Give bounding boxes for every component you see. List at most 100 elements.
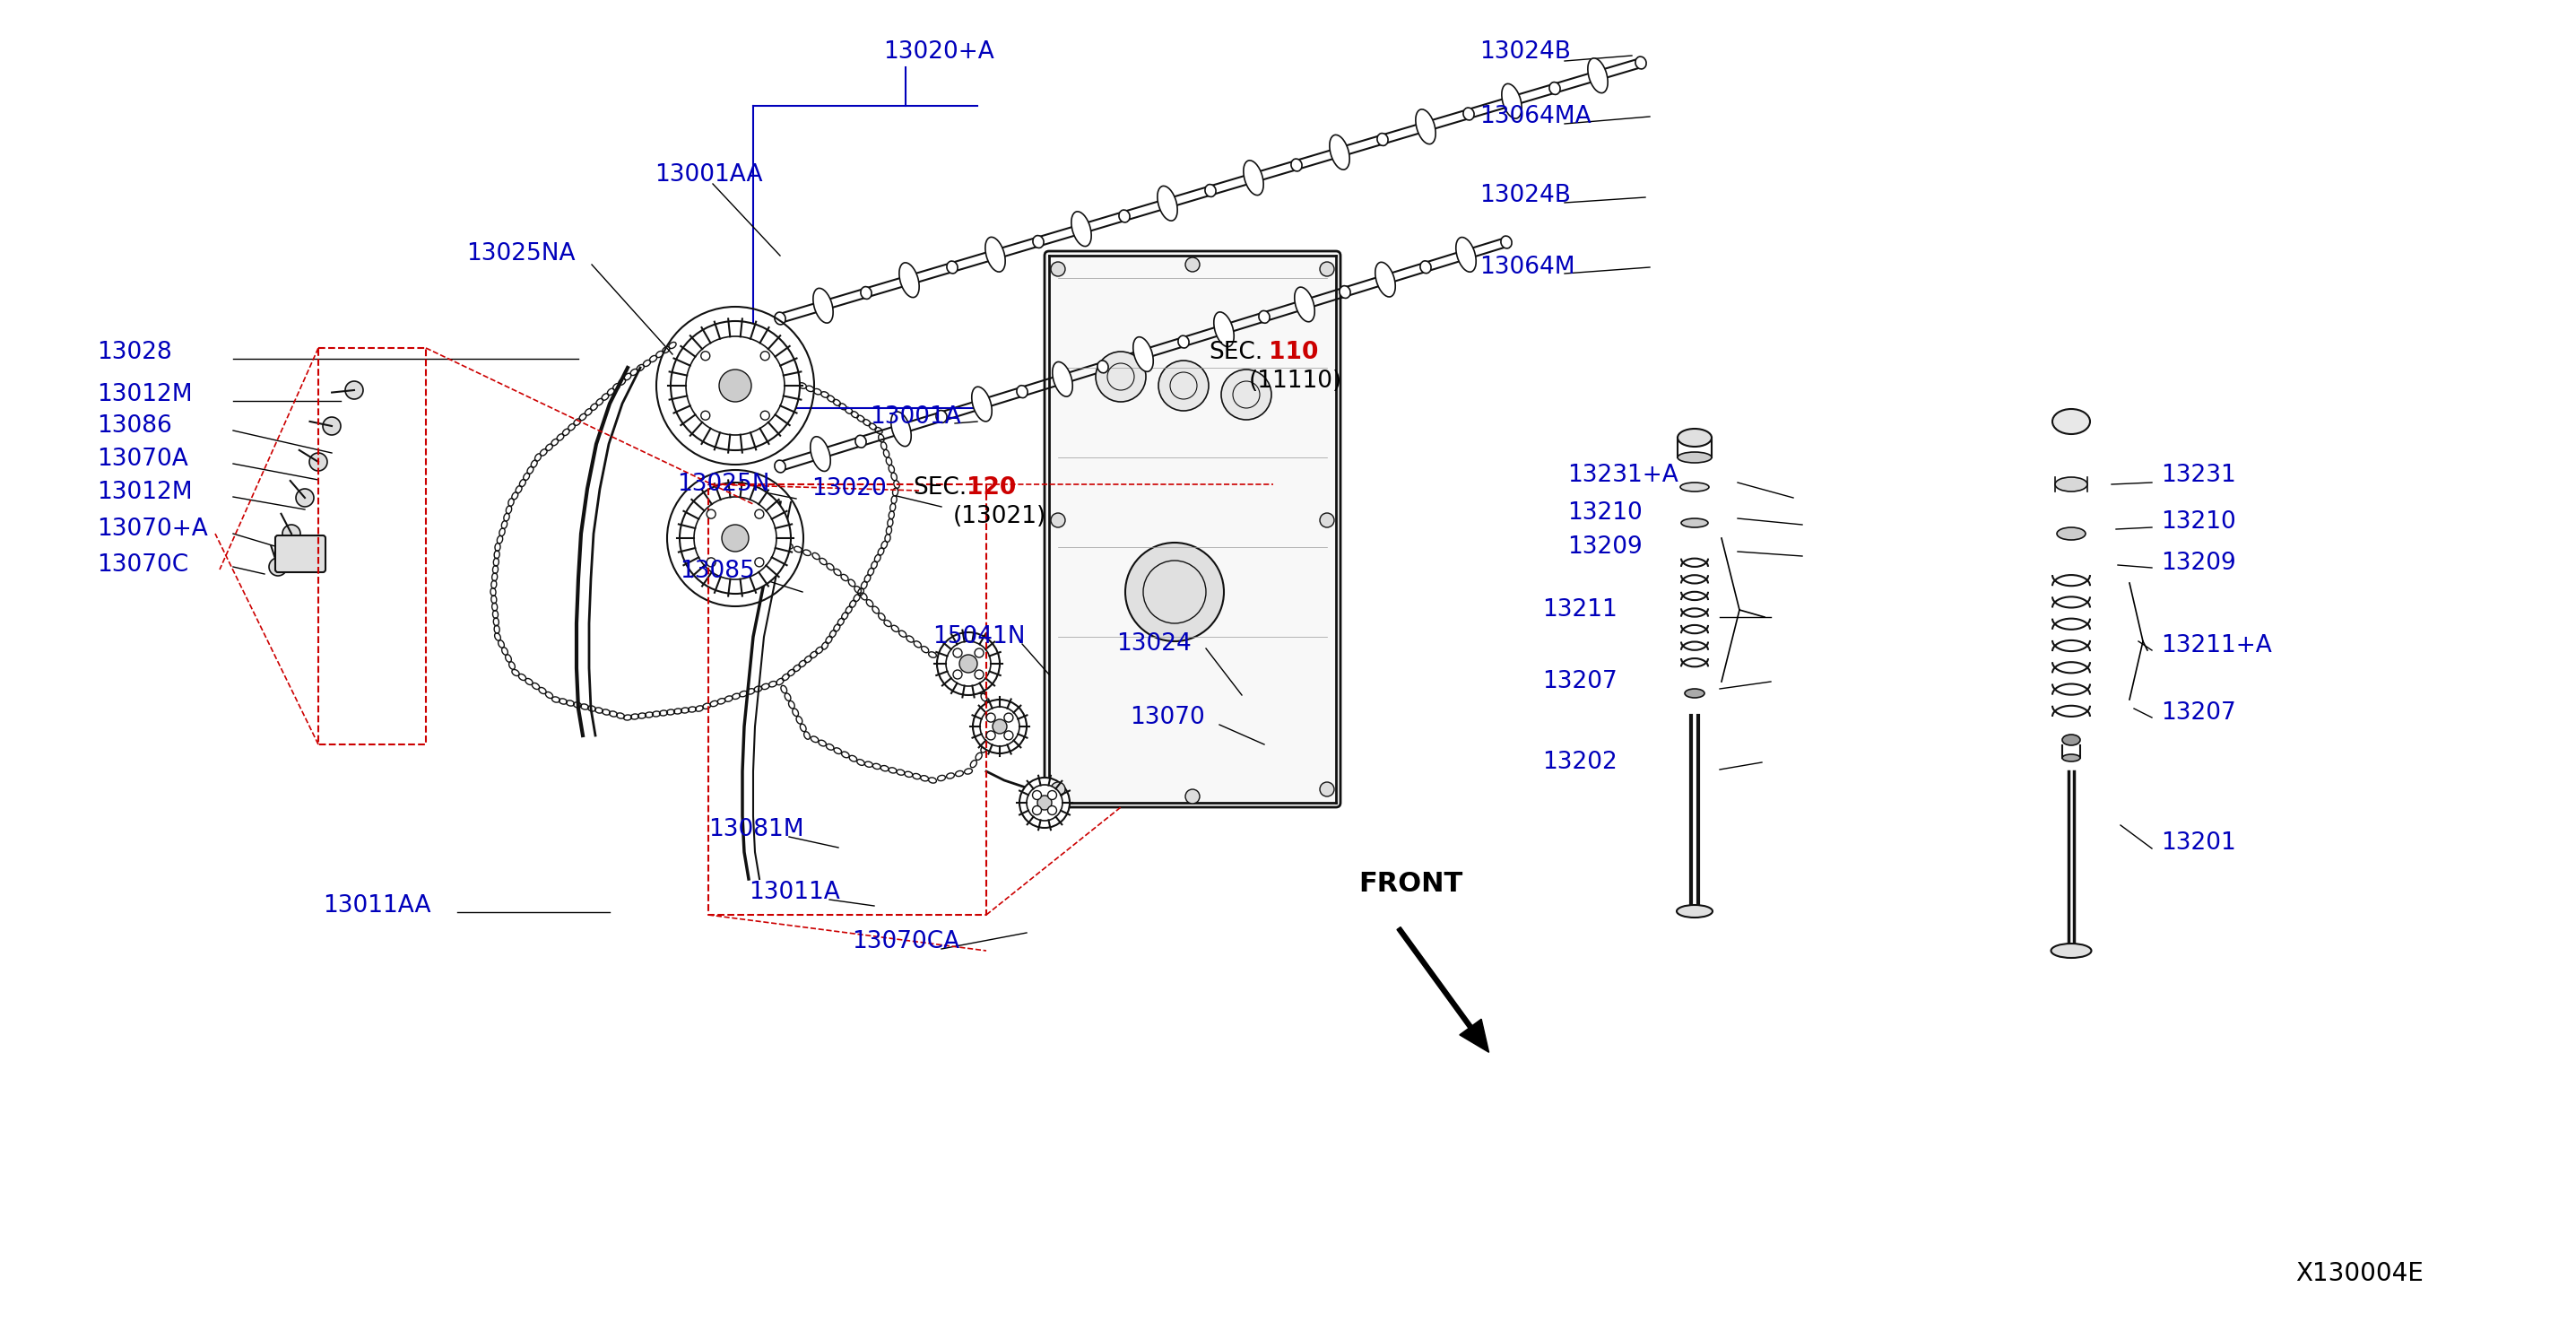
Circle shape [974, 648, 984, 658]
Ellipse shape [775, 313, 786, 325]
Circle shape [1095, 351, 1146, 402]
Ellipse shape [775, 461, 786, 473]
Text: (13021): (13021) [953, 504, 1046, 528]
Circle shape [953, 648, 961, 658]
Circle shape [992, 719, 1007, 733]
Ellipse shape [899, 262, 920, 297]
Text: FRONT: FRONT [1358, 870, 1463, 897]
Circle shape [974, 700, 1028, 753]
Circle shape [1028, 785, 1061, 821]
Ellipse shape [948, 261, 958, 273]
Text: 13028: 13028 [98, 341, 173, 365]
Text: 13064M: 13064M [1479, 256, 1574, 280]
Text: 13207: 13207 [2161, 701, 2236, 724]
Circle shape [938, 632, 999, 695]
Circle shape [1051, 783, 1066, 796]
Text: 13211+A: 13211+A [2161, 634, 2272, 658]
Ellipse shape [1455, 237, 1476, 272]
Ellipse shape [1502, 236, 1512, 249]
Text: 13211: 13211 [1543, 598, 1618, 622]
Circle shape [1033, 791, 1041, 800]
Ellipse shape [811, 437, 829, 471]
Ellipse shape [1677, 429, 1710, 447]
Circle shape [945, 642, 992, 685]
Text: 13207: 13207 [1543, 669, 1618, 693]
Ellipse shape [1054, 362, 1072, 397]
Text: 13024B: 13024B [1479, 184, 1571, 208]
Text: 13024: 13024 [1115, 632, 1190, 656]
Circle shape [1048, 805, 1056, 815]
Ellipse shape [1244, 161, 1262, 196]
Text: X130004E: X130004E [2295, 1260, 2424, 1286]
Circle shape [296, 488, 314, 507]
Ellipse shape [1177, 335, 1190, 347]
Circle shape [721, 524, 750, 551]
Ellipse shape [1419, 261, 1432, 273]
Text: 13020: 13020 [811, 476, 886, 500]
Circle shape [755, 510, 765, 519]
Ellipse shape [984, 237, 1005, 272]
Circle shape [1185, 257, 1200, 272]
Circle shape [719, 370, 752, 402]
Text: 13085: 13085 [680, 559, 755, 583]
Text: 13210: 13210 [2161, 510, 2236, 534]
Ellipse shape [814, 289, 832, 323]
Circle shape [706, 510, 716, 519]
Text: SEC.: SEC. [1208, 341, 1262, 365]
Text: 120: 120 [966, 476, 1015, 499]
Ellipse shape [1376, 262, 1396, 297]
Ellipse shape [1463, 108, 1473, 120]
Circle shape [283, 524, 301, 543]
Text: 110: 110 [1270, 341, 1319, 365]
Text: 13231+A: 13231+A [1566, 463, 1677, 487]
Ellipse shape [2056, 527, 2087, 540]
Ellipse shape [1682, 518, 1708, 527]
Text: 13024B: 13024B [1479, 40, 1571, 64]
Ellipse shape [1378, 133, 1388, 145]
Text: 13025NA: 13025NA [466, 242, 574, 265]
Ellipse shape [935, 410, 948, 423]
Circle shape [1126, 543, 1224, 642]
Ellipse shape [1118, 210, 1131, 222]
Text: 13064MA: 13064MA [1479, 105, 1592, 128]
Ellipse shape [1206, 185, 1216, 197]
FancyBboxPatch shape [1043, 252, 1340, 807]
Text: 13011AA: 13011AA [322, 894, 430, 917]
Text: 13201: 13201 [2161, 832, 2236, 855]
Text: 13011A: 13011A [750, 881, 840, 904]
Text: 13025N: 13025N [677, 473, 770, 496]
Circle shape [974, 669, 984, 679]
Circle shape [1319, 262, 1334, 277]
Ellipse shape [891, 411, 912, 446]
Circle shape [1319, 512, 1334, 527]
Ellipse shape [1677, 905, 1713, 917]
Text: 13086: 13086 [98, 414, 173, 438]
Ellipse shape [2056, 476, 2087, 491]
Ellipse shape [1296, 287, 1314, 322]
Ellipse shape [1260, 310, 1270, 323]
Ellipse shape [1329, 134, 1350, 169]
Text: 13001AA: 13001AA [654, 164, 762, 186]
FancyBboxPatch shape [276, 535, 325, 572]
Circle shape [1319, 783, 1334, 796]
Ellipse shape [1636, 57, 1646, 69]
Circle shape [1048, 791, 1056, 800]
Text: 13209: 13209 [1566, 535, 1643, 559]
Circle shape [693, 496, 775, 579]
Circle shape [1221, 370, 1273, 419]
Text: 13202: 13202 [1543, 751, 1618, 775]
Ellipse shape [1072, 212, 1092, 246]
Text: 13001A: 13001A [871, 406, 961, 429]
Circle shape [755, 558, 765, 567]
Circle shape [322, 417, 340, 435]
Text: 15041N: 15041N [933, 626, 1025, 648]
Ellipse shape [1680, 483, 1708, 491]
Ellipse shape [1340, 286, 1350, 298]
Circle shape [979, 707, 1020, 747]
Circle shape [706, 558, 716, 567]
Circle shape [268, 558, 286, 576]
Text: 13070: 13070 [1131, 705, 1206, 729]
Text: 13210: 13210 [1566, 502, 1643, 524]
Ellipse shape [1033, 236, 1043, 248]
Ellipse shape [1587, 59, 1607, 93]
